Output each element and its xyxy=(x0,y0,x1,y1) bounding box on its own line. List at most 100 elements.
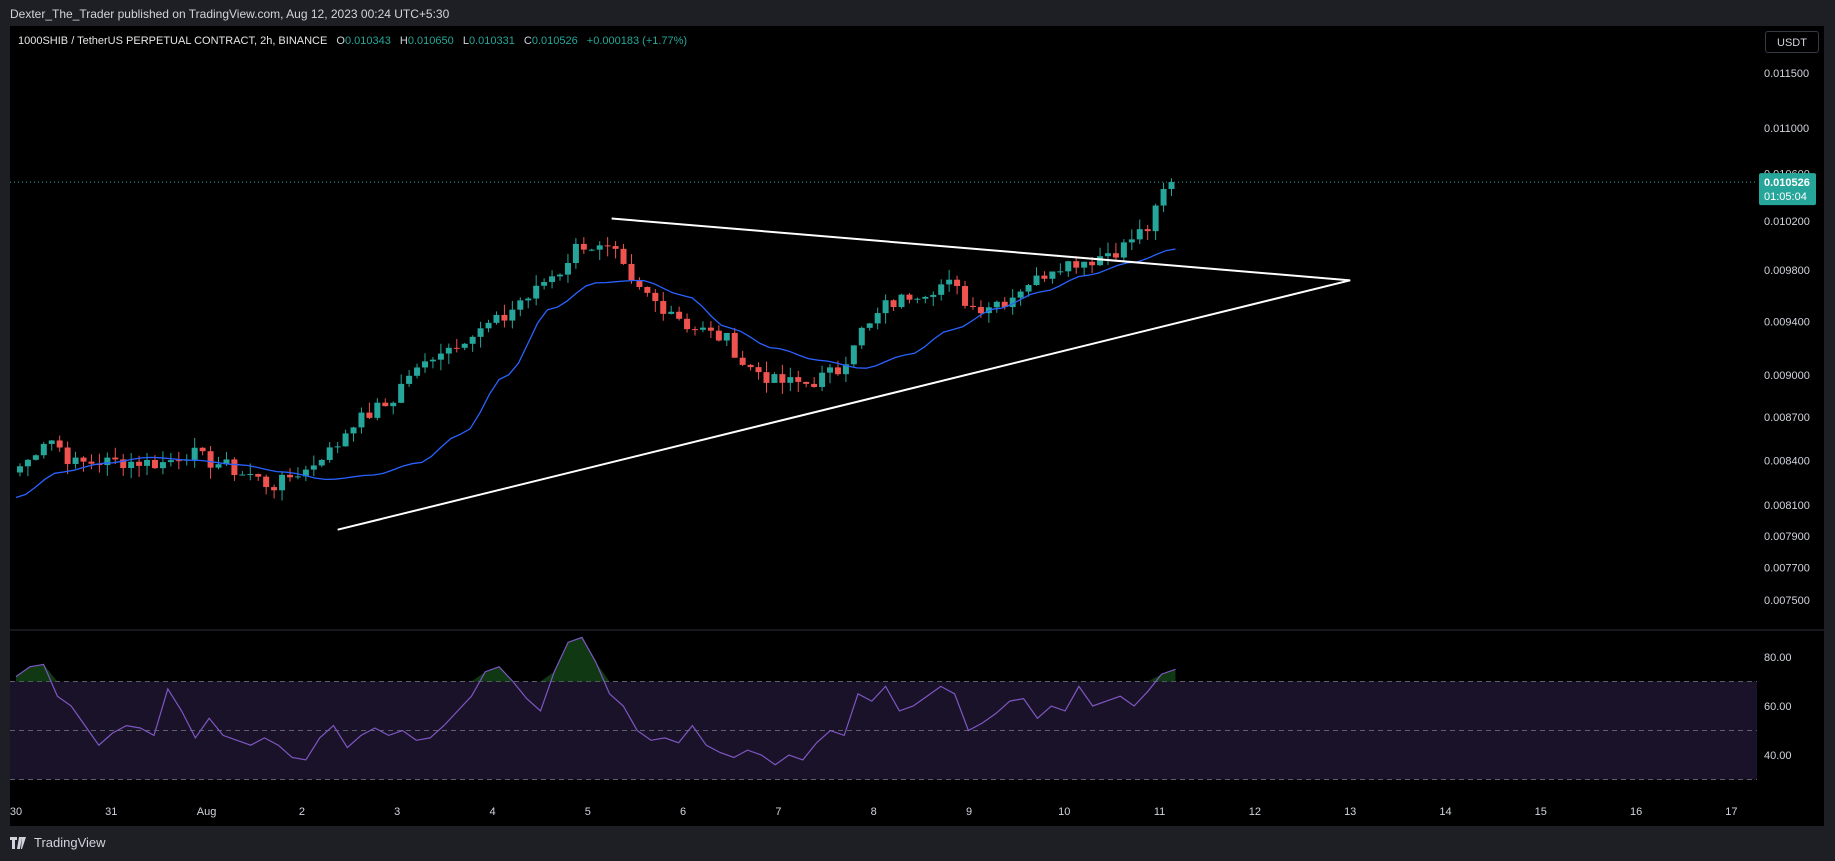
candle-body[interactable] xyxy=(660,301,667,314)
candle-body[interactable] xyxy=(1065,261,1072,272)
candle-body[interactable] xyxy=(437,353,444,360)
candle-body[interactable] xyxy=(294,476,301,478)
candle-body[interactable] xyxy=(898,294,905,308)
candle-body[interactable] xyxy=(1017,291,1024,298)
candle-body[interactable] xyxy=(969,305,976,308)
candle-body[interactable] xyxy=(16,466,23,473)
candle-body[interactable] xyxy=(517,300,524,310)
candle-body[interactable] xyxy=(914,298,921,300)
candle-body[interactable] xyxy=(390,402,397,407)
candle-body[interactable] xyxy=(890,300,897,308)
candle-body[interactable] xyxy=(819,372,826,387)
candle-body[interactable] xyxy=(1160,188,1167,206)
candle-body[interactable] xyxy=(1104,253,1111,257)
currency-button[interactable]: USDT xyxy=(1765,31,1819,53)
candle-body[interactable] xyxy=(509,309,516,321)
candle-body[interactable] xyxy=(80,457,87,462)
candle-body[interactable] xyxy=(255,474,262,477)
candle-body[interactable] xyxy=(1097,256,1104,266)
candle-body[interactable] xyxy=(477,328,484,337)
candle-body[interactable] xyxy=(239,474,246,476)
candle-body[interactable] xyxy=(549,276,556,283)
candle-body[interactable] xyxy=(874,313,881,324)
candle-body[interactable] xyxy=(842,364,849,375)
candle-body[interactable] xyxy=(223,459,230,465)
triangle-trendline[interactable] xyxy=(611,217,1351,282)
candle-body[interactable] xyxy=(755,367,762,373)
candle-body[interactable] xyxy=(1033,275,1040,286)
candle-body[interactable] xyxy=(207,451,214,468)
candle-body[interactable] xyxy=(1041,275,1048,279)
tradingview-logo[interactable]: TradingView xyxy=(10,835,106,850)
candle-body[interactable] xyxy=(144,459,151,466)
candle-body[interactable] xyxy=(739,357,746,365)
candle-body[interactable] xyxy=(32,455,39,460)
candle-body[interactable] xyxy=(1001,301,1008,308)
candle-body[interactable] xyxy=(596,245,603,250)
candle-body[interactable] xyxy=(1073,261,1080,268)
candle-body[interactable] xyxy=(326,447,333,460)
candle-body[interactable] xyxy=(715,330,722,341)
candle-body[interactable] xyxy=(24,459,31,467)
candle-body[interactable] xyxy=(962,286,969,306)
candle-body[interactable] xyxy=(1128,239,1135,243)
candle-body[interactable] xyxy=(374,402,381,418)
candle-body[interactable] xyxy=(247,474,254,476)
candle-body[interactable] xyxy=(834,367,841,375)
candle-body[interactable] xyxy=(151,459,158,469)
candle-body[interactable] xyxy=(358,412,365,428)
candle-body[interactable] xyxy=(612,246,619,249)
candle-body[interactable] xyxy=(707,327,714,331)
candle-body[interactable] xyxy=(676,311,683,319)
candle-body[interactable] xyxy=(699,327,706,330)
candle-body[interactable] xyxy=(318,459,325,466)
candle-body[interactable] xyxy=(787,377,794,383)
candle-body[interactable] xyxy=(366,412,373,418)
candle-body[interactable] xyxy=(342,433,349,447)
candle-body[interactable] xyxy=(723,332,730,341)
candle-body[interactable] xyxy=(302,469,309,477)
candle-body[interactable] xyxy=(850,345,857,365)
candle-body[interactable] xyxy=(533,285,540,299)
candle-body[interactable] xyxy=(946,279,953,285)
candle-body[interactable] xyxy=(159,462,166,469)
candle-body[interactable] xyxy=(747,364,754,368)
candle-body[interactable] xyxy=(56,440,63,448)
candle-body[interactable] xyxy=(993,301,1000,308)
candle-body[interactable] xyxy=(763,372,770,383)
candle-body[interactable] xyxy=(350,427,357,434)
candle-body[interactable] xyxy=(827,367,834,373)
candle-body[interactable] xyxy=(1168,182,1175,189)
candle-body[interactable] xyxy=(564,262,571,275)
candle-body[interactable] xyxy=(604,245,611,247)
candle-body[interactable] xyxy=(421,361,428,368)
candle-body[interactable] xyxy=(263,476,270,488)
candle-body[interactable] xyxy=(88,461,95,464)
candle-body[interactable] xyxy=(175,460,182,462)
candle-body[interactable] xyxy=(215,464,222,468)
candle-body[interactable] xyxy=(286,474,293,478)
candle-body[interactable] xyxy=(128,461,135,469)
candle-body[interactable] xyxy=(668,311,675,314)
candle-body[interactable] xyxy=(167,460,174,463)
triangle-trendline[interactable] xyxy=(337,279,1351,531)
candle-body[interactable] xyxy=(429,359,436,362)
candle-body[interactable] xyxy=(811,383,818,387)
candle-body[interactable] xyxy=(414,367,421,376)
candle-body[interactable] xyxy=(40,443,47,456)
candle-body[interactable] xyxy=(803,381,810,384)
candle-body[interactable] xyxy=(541,282,548,286)
candle-body[interactable] xyxy=(731,332,738,358)
candle-body[interactable] xyxy=(620,248,627,264)
candle-body[interactable] xyxy=(922,296,929,299)
candle-body[interactable] xyxy=(112,457,119,460)
candle-body[interactable] xyxy=(779,374,786,383)
candle-body[interactable] xyxy=(120,459,127,469)
candle-body[interactable] xyxy=(644,287,651,293)
candle-body[interactable] xyxy=(1144,229,1151,232)
candle-body[interactable] xyxy=(930,294,937,297)
candle-body[interactable] xyxy=(882,300,889,314)
candle-body[interactable] xyxy=(310,465,317,470)
candle-body[interactable] xyxy=(64,447,71,464)
candle-body[interactable] xyxy=(1120,242,1127,258)
